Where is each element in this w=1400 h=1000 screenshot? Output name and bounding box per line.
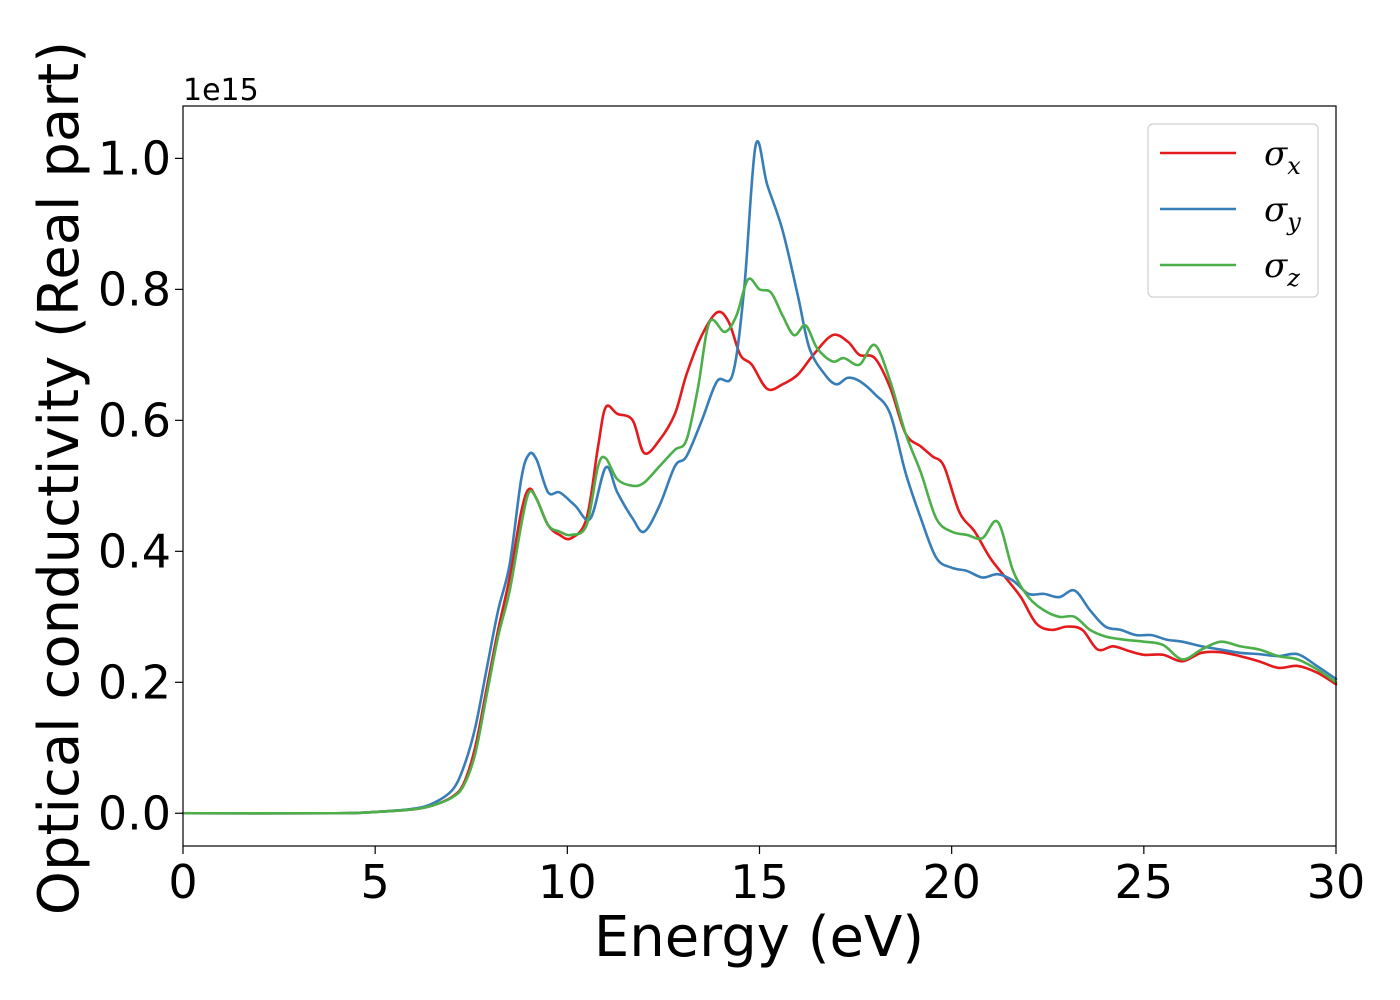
series-line-y: [181, 140, 1338, 815]
legend-label-z: σz: [1264, 246, 1300, 292]
x-tick-label: 30: [1307, 855, 1366, 909]
x-axis: 0 5 10 15 20 25 30: [168, 846, 1365, 909]
y-tick-label: 0.4: [98, 524, 171, 578]
y-tick-label: 0.0: [98, 786, 171, 840]
x-tick-label: 25: [1115, 855, 1174, 909]
y-offset-text: 1e15: [183, 73, 259, 108]
x-tick-label: 15: [730, 855, 789, 909]
x-axis-label: Energy (eV): [594, 905, 924, 970]
y-axis-label: Optical conductivity (Real part): [27, 41, 92, 915]
legend-label-x: σx: [1264, 134, 1301, 180]
x-tick-label: 5: [361, 855, 390, 909]
series-line-z: [181, 277, 1338, 815]
legend-label-y: σy: [1264, 190, 1301, 236]
y-tick-label: 0.6: [98, 393, 171, 447]
x-tick-label: 0: [168, 855, 197, 909]
legend: σx σy σz: [1147, 123, 1319, 298]
y-tick-label: 0.2: [98, 655, 171, 709]
plot-area: [183, 106, 1336, 846]
series-layer: [181, 140, 1338, 815]
x-tick-label: 10: [538, 855, 597, 909]
y-tick-label: 1.0: [98, 131, 171, 185]
y-axis: 0.0 0.2 0.4 0.6 0.8 1.0: [98, 131, 183, 840]
legend-box: [1147, 123, 1319, 298]
x-tick-label: 20: [922, 855, 981, 909]
y-tick-label: 0.8: [98, 262, 171, 316]
series-line-x: [181, 310, 1338, 815]
